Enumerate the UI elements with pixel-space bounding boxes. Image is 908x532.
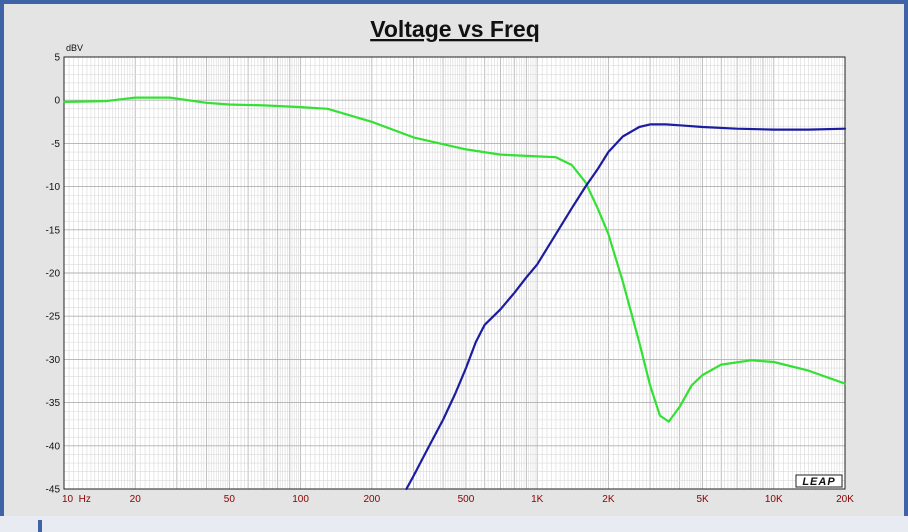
x-tick-label: 10K (765, 494, 783, 505)
y-tick-label: -20 (46, 269, 61, 280)
leap-logo-text: LEAP (802, 476, 835, 488)
y-tick-label: -45 (46, 485, 61, 496)
x-tick-label: 200 (363, 494, 380, 505)
series-line-2 (405, 123, 847, 491)
x-tick-label: 20 (130, 494, 142, 505)
y-tick-label: -10 (46, 182, 61, 193)
x-tick-label: 2K (602, 494, 615, 505)
x-tick-label: 500 (458, 494, 475, 505)
y-tick-label: -35 (46, 398, 61, 409)
y-tick-label: -5 (51, 139, 60, 150)
y-tick-label: 5 (54, 53, 60, 64)
x-tick-label: 20K (836, 494, 854, 505)
leap-logo: LEAP (795, 474, 843, 488)
bottom-marker (38, 520, 42, 532)
x-tick-label: 100 (292, 494, 309, 505)
series-line-1 (62, 96, 847, 423)
plot-border (63, 56, 846, 490)
x-tick-label: 50 (224, 494, 236, 505)
x-tick-label: 5K (696, 494, 709, 505)
x-tick-label: 10 Hz (62, 494, 91, 505)
y-tick-label: -25 (46, 312, 61, 323)
y-tick-label: 0 (54, 96, 60, 107)
y-ticks: 5 0 -5 -10 -15 -20 -25 -30 -35 -40 -45 (46, 53, 61, 496)
x-tick-label: 1K (531, 494, 544, 505)
chart-title: Voltage vs Freq (370, 16, 540, 42)
grid (63, 56, 846, 490)
y-tick-label: -15 (46, 225, 61, 236)
x-ticks: 10 Hz 20 50 100 200 500 1K 2K 5K 10K 20K (62, 494, 854, 505)
bottom-strip (0, 516, 908, 532)
y-tick-label: -40 (46, 441, 61, 452)
y-unit-label: dBV (66, 43, 83, 53)
y-tick-label: -30 (46, 355, 61, 366)
series-group (62, 96, 847, 491)
